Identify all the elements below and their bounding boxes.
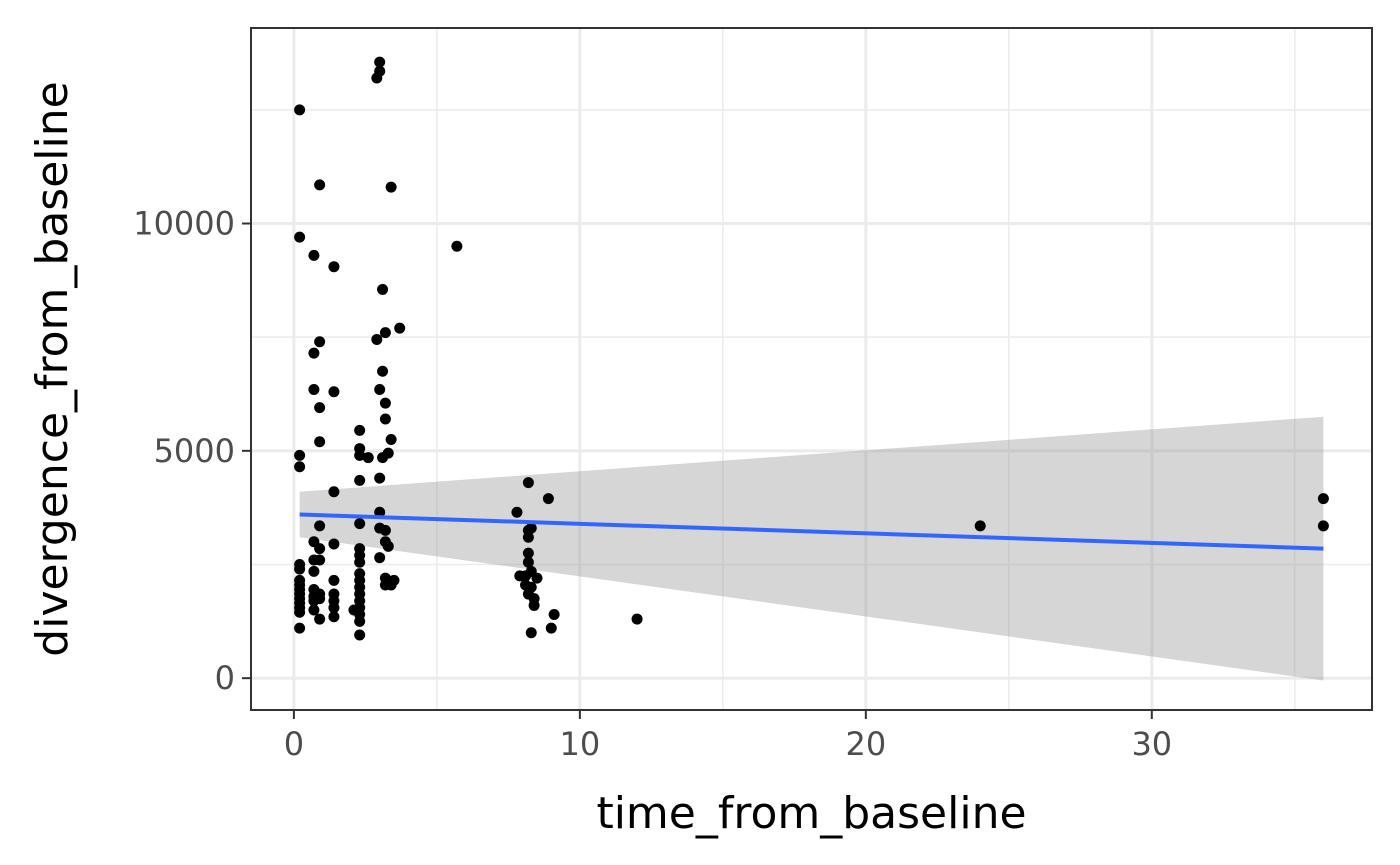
data-point xyxy=(328,261,340,273)
y-tick-label: 5000 xyxy=(154,432,235,470)
data-point xyxy=(522,547,534,559)
data-point xyxy=(354,474,366,486)
data-point xyxy=(328,486,340,498)
data-point xyxy=(362,452,374,464)
data-point xyxy=(974,520,986,532)
data-point xyxy=(377,283,389,295)
y-tick-label: 0 xyxy=(215,659,235,697)
data-point xyxy=(451,240,463,252)
data-point xyxy=(545,622,557,634)
data-point xyxy=(314,613,326,625)
data-point xyxy=(394,322,406,334)
x-tick-label: 30 xyxy=(1131,725,1172,763)
x-axis-title: time_from_baseline xyxy=(596,788,1026,839)
data-point xyxy=(294,606,306,618)
data-point xyxy=(371,333,383,345)
data-point xyxy=(308,604,320,616)
data-point xyxy=(374,506,386,518)
data-point xyxy=(314,436,326,448)
data-point xyxy=(631,613,643,625)
data-point xyxy=(522,531,534,543)
data-point xyxy=(314,520,326,532)
major-gridlines xyxy=(251,28,1372,710)
data-point xyxy=(374,65,386,77)
data-point xyxy=(294,622,306,634)
data-point xyxy=(354,615,366,627)
x-axis: 0 10 20 30 xyxy=(284,710,1172,763)
data-point xyxy=(528,599,540,611)
data-point xyxy=(525,522,537,534)
data-point xyxy=(294,231,306,243)
data-point xyxy=(308,565,320,577)
data-point xyxy=(525,627,537,639)
data-point xyxy=(314,402,326,414)
data-point xyxy=(328,538,340,550)
data-point xyxy=(314,543,326,555)
data-point xyxy=(511,506,523,518)
confidence-band xyxy=(299,416,1324,681)
panel-background xyxy=(251,28,1372,710)
data-point xyxy=(294,449,306,461)
data-point xyxy=(328,611,340,623)
data-point xyxy=(379,327,391,339)
data-point xyxy=(294,461,306,473)
data-point xyxy=(385,181,397,193)
data-point xyxy=(374,552,386,564)
data-point xyxy=(354,518,366,530)
data-point xyxy=(308,347,320,359)
data-point xyxy=(328,602,340,614)
data-point xyxy=(354,449,366,461)
data-point xyxy=(1317,520,1329,532)
data-point xyxy=(531,572,543,584)
minor-gridlines xyxy=(251,28,1372,710)
data-point xyxy=(377,365,389,377)
data-point xyxy=(542,493,554,505)
data-point xyxy=(379,397,391,409)
y-tick-label: 10000 xyxy=(133,205,235,243)
data-point xyxy=(354,424,366,436)
data-point xyxy=(382,540,394,552)
data-point xyxy=(314,179,326,191)
data-point xyxy=(314,336,326,348)
data-point xyxy=(308,249,320,261)
data-point xyxy=(379,413,391,425)
y-axis: 0 5000 10000 xyxy=(133,205,251,697)
plot-area xyxy=(250,27,1373,711)
data-point xyxy=(374,472,386,484)
data-point xyxy=(308,383,320,395)
data-point xyxy=(388,574,400,586)
data-point xyxy=(374,56,386,68)
data-point xyxy=(354,556,366,568)
data-point xyxy=(548,609,560,621)
y-axis-title: divergence_from_baseline xyxy=(27,81,78,656)
x-tick-label: 10 xyxy=(560,725,601,763)
data-point xyxy=(354,629,366,641)
data-points xyxy=(294,56,1329,641)
data-point xyxy=(294,563,306,575)
x-tick-label: 20 xyxy=(845,725,886,763)
data-point xyxy=(522,556,534,568)
data-point xyxy=(1317,493,1329,505)
trend-line xyxy=(299,512,1324,551)
x-tick-label: 0 xyxy=(284,725,304,763)
data-point xyxy=(379,524,391,536)
data-point xyxy=(314,593,326,605)
data-point xyxy=(328,386,340,398)
data-point xyxy=(525,581,537,593)
data-point xyxy=(382,447,394,459)
data-point xyxy=(314,554,326,566)
data-point xyxy=(328,574,340,586)
data-point xyxy=(385,433,397,445)
data-point xyxy=(294,104,306,116)
data-point xyxy=(522,477,534,489)
panel-border xyxy=(250,27,1373,711)
data-point xyxy=(374,383,386,395)
